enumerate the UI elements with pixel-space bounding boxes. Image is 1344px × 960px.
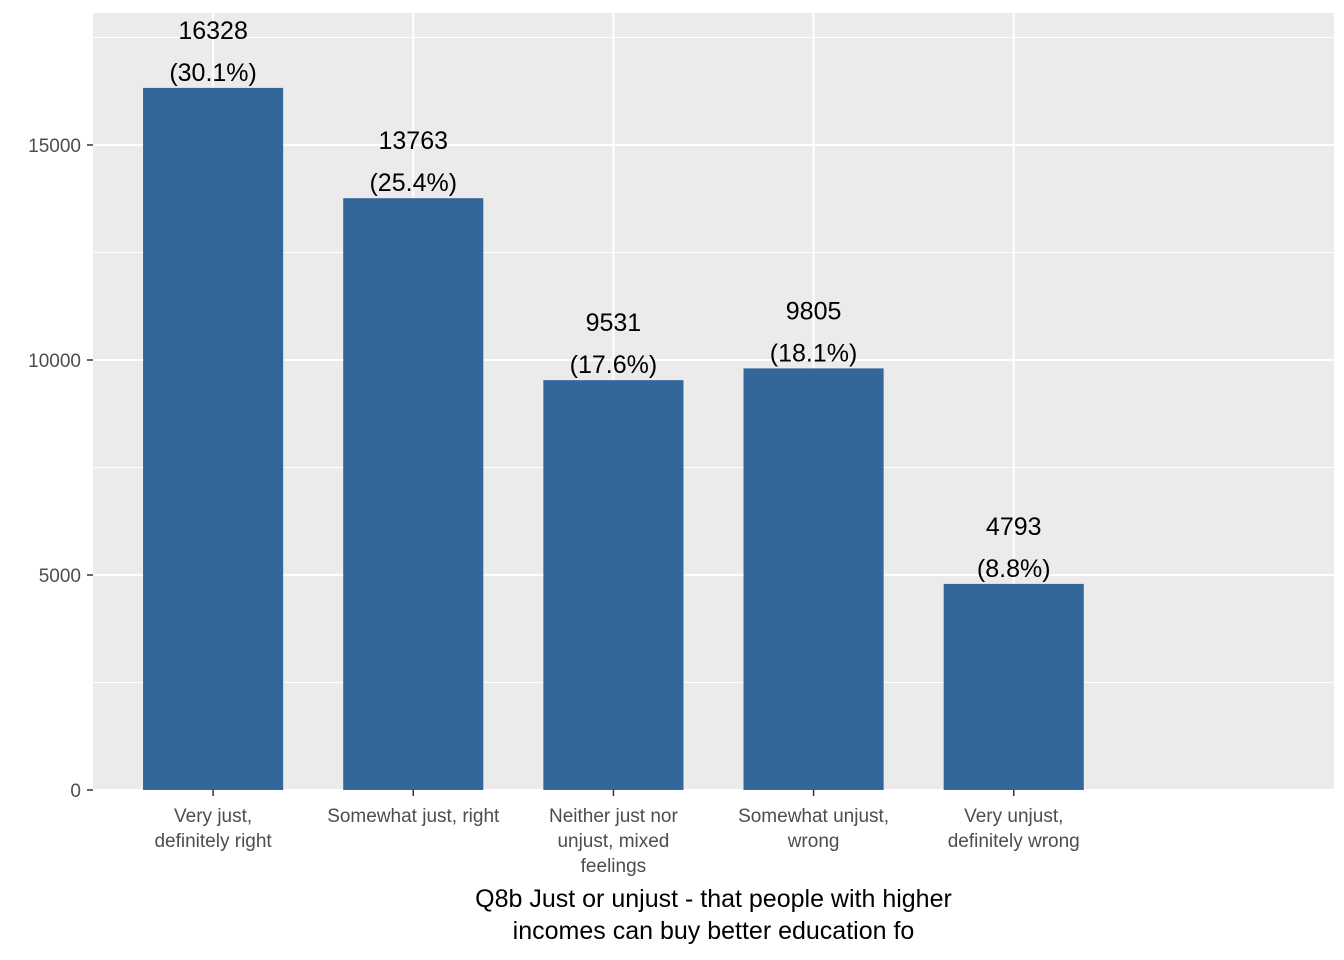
y-tick-label: 15000 [28, 136, 81, 157]
bar [943, 583, 1084, 790]
value-label: 13763 (25.4%) [369, 127, 457, 197]
x-tick-label: Somewhat just, right [327, 806, 500, 827]
value-label: 4793 (8.8%) [977, 513, 1051, 583]
bar [343, 198, 484, 791]
bar [143, 87, 284, 791]
bar [743, 368, 884, 790]
y-tick-label: 10000 [28, 351, 81, 372]
plot-panel [93, 13, 1334, 790]
value-label: 16328 (30.1%) [169, 17, 257, 87]
x-tick-label: Neither just nor unjust, mixed feelings [549, 806, 679, 877]
x-tick-label: Very just, definitely right [154, 806, 272, 852]
x-tick-label: Somewhat unjust, wrong [738, 806, 889, 852]
y-tick-label: 0 [70, 781, 81, 802]
value-label: 9805 (18.1%) [770, 297, 858, 367]
x-tick-label: Very unjust, definitely wrong [948, 806, 1080, 852]
y-tick-label: 5000 [39, 566, 81, 587]
bar [543, 380, 684, 790]
marks [143, 87, 1084, 791]
x-axis-title: Q8b Just or unjust - that people with hi… [475, 885, 952, 945]
value-label: 9531 (17.6%) [570, 309, 658, 379]
